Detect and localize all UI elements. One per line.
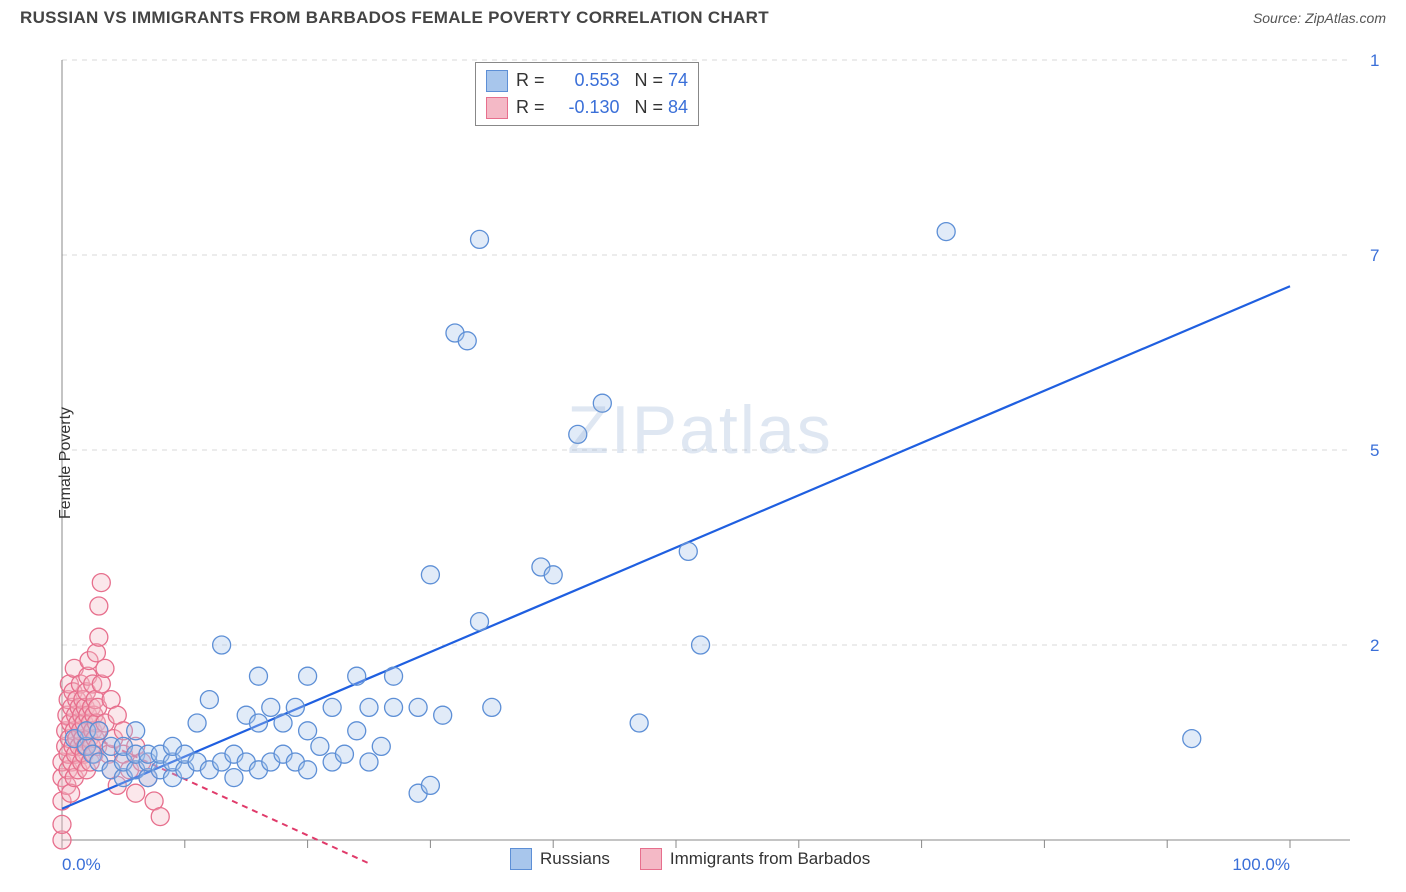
y-tick-label: 75.0% [1370,246,1380,265]
data-point [225,769,243,787]
legend: Russians Immigrants from Barbados [510,848,870,870]
data-point [311,737,329,755]
legend-label: Russians [540,849,610,869]
data-point [90,597,108,615]
data-point [434,706,452,724]
y-axis-label: Female Poverty [57,407,75,519]
stats-row: R = 0.553 N = 74 [486,67,688,94]
data-point [92,675,110,693]
data-point [127,722,145,740]
data-point [127,784,145,802]
data-point [360,698,378,716]
data-point [53,815,71,833]
data-point [249,667,267,685]
data-point [421,566,439,584]
data-point [544,566,562,584]
scatter-chart: 25.0% 50.0% 75.0% 100.0% 0.0% 100.0% [20,48,1380,878]
y-tick-label: 100.0% [1370,51,1380,70]
data-point [471,613,489,631]
data-point [569,425,587,443]
data-point [323,698,341,716]
trend-line [62,286,1290,809]
legend-item: Immigrants from Barbados [640,848,870,870]
data-point [409,698,427,716]
data-point [937,223,955,241]
data-point [421,776,439,794]
series-swatch [486,97,508,119]
stats-text: R = -0.130 N = 84 [516,94,688,121]
y-tick-label: 25.0% [1370,636,1380,655]
chart-container: Female Poverty ZIPatlas 25.0%50.0%75.0%1… [20,48,1380,878]
data-point [90,722,108,740]
data-point [62,784,80,802]
correlation-stats-box: R = 0.553 N = 74R = -0.130 N = 84 [475,62,699,126]
data-point [299,761,317,779]
data-point [679,542,697,560]
data-point [483,698,501,716]
data-point [249,714,267,732]
x-tick-label: 100.0% [1232,855,1290,874]
data-point [286,698,304,716]
legend-item: Russians [510,848,610,870]
data-point [630,714,648,732]
data-point [188,714,206,732]
y-tick-label: 50.0% [1370,441,1380,460]
data-point [92,574,110,592]
data-point [348,667,366,685]
series-swatch [486,70,508,92]
data-point [593,394,611,412]
data-point [471,230,489,248]
data-point [299,722,317,740]
legend-swatch [640,848,662,870]
data-point [1183,730,1201,748]
data-point [385,698,403,716]
data-point [151,808,169,826]
source-label: Source: ZipAtlas.com [1253,10,1386,26]
data-point [274,714,292,732]
legend-label: Immigrants from Barbados [670,849,870,869]
data-point [360,753,378,771]
chart-title: RUSSIAN VS IMMIGRANTS FROM BARBADOS FEMA… [20,8,769,28]
data-point [372,737,390,755]
data-point [348,722,366,740]
legend-swatch [510,848,532,870]
stats-text: R = 0.553 N = 74 [516,67,688,94]
data-point [692,636,710,654]
data-point [335,745,353,763]
data-point [200,691,218,709]
data-point [90,628,108,646]
stats-row: R = -0.130 N = 84 [486,94,688,121]
data-point [385,667,403,685]
data-point [458,332,476,350]
data-point [262,698,280,716]
data-point [96,659,114,677]
data-point [213,636,231,654]
data-point [299,667,317,685]
x-tick-label: 0.0% [62,855,101,874]
